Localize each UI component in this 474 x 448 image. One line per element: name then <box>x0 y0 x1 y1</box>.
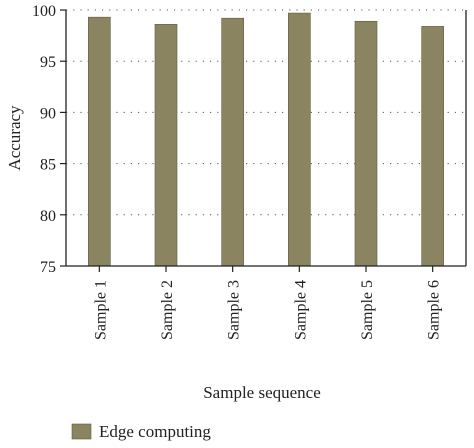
bar <box>354 20 378 267</box>
x-tick-label: Sample 5 <box>359 280 376 340</box>
y-tick-label: 80 <box>40 208 56 225</box>
y-tick-labels: 75 80 85 90 95 100 <box>32 3 56 276</box>
bar <box>154 24 178 267</box>
y-axis-title: Accuracy <box>5 105 24 171</box>
bars <box>88 12 444 267</box>
bar <box>88 16 111 267</box>
y-tick-label: 95 <box>40 54 56 71</box>
legend-label: Edge computing <box>99 422 211 441</box>
x-tick-label: Sample 2 <box>159 280 176 340</box>
y-tick-label: 85 <box>40 157 56 174</box>
bar <box>221 17 244 267</box>
y-tick-label: 100 <box>32 3 56 20</box>
x-axis-title: Sample sequence <box>203 383 321 402</box>
y-tick-label: 75 <box>40 259 56 276</box>
axes <box>60 9 467 272</box>
x-tick-label: Sample 3 <box>226 280 243 340</box>
bar <box>421 26 444 267</box>
bar <box>288 12 311 267</box>
x-tick-label: Sample 4 <box>292 280 309 340</box>
y-tick-label: 90 <box>40 105 56 122</box>
x-tick-label: Sample 1 <box>92 280 109 340</box>
legend-swatch <box>71 423 92 440</box>
x-tick-label: Sample 6 <box>426 280 443 340</box>
gridlines <box>66 9 466 216</box>
x-tick-labels: Sample 1 Sample 2 Sample 3 Sample 4 Sample 5… <box>92 280 442 340</box>
legend: Edge computing <box>71 422 211 441</box>
